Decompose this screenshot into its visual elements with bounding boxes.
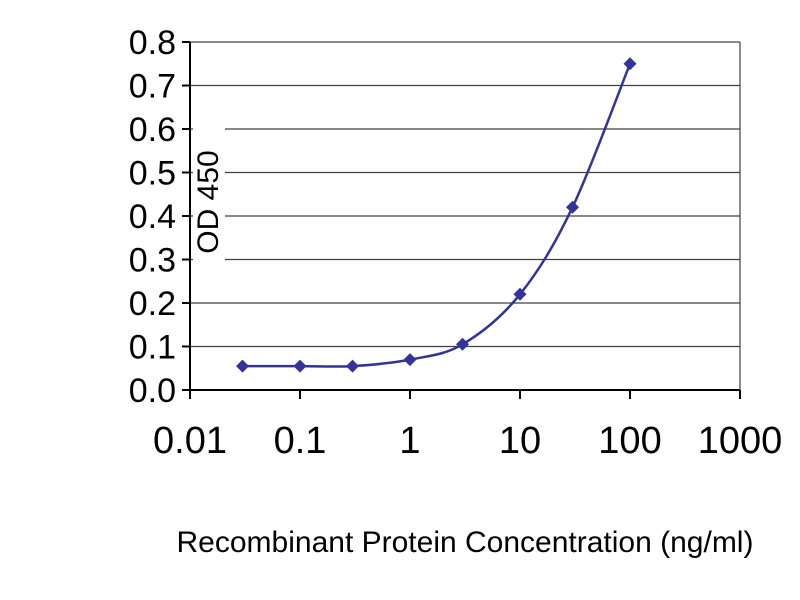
data-point-marker bbox=[566, 200, 579, 214]
y-axis-title: OD 450 bbox=[192, 127, 225, 277]
y-tick-label: 0.3 bbox=[129, 242, 176, 280]
data-point-marker bbox=[346, 359, 359, 373]
data-point-marker bbox=[456, 337, 469, 351]
x-tick-label: 1000 bbox=[698, 420, 783, 462]
y-tick-label: 0.4 bbox=[129, 198, 176, 236]
y-tick-label: 0.1 bbox=[129, 329, 176, 367]
y-tick-label: 0.7 bbox=[129, 68, 176, 106]
y-tick-label: 0.6 bbox=[129, 111, 176, 149]
data-point-marker bbox=[236, 359, 249, 373]
y-tick-label: 0.2 bbox=[129, 285, 176, 323]
x-tick-label: 0.1 bbox=[274, 420, 327, 462]
data-point-marker bbox=[513, 287, 527, 301]
y-tick-label: 0.5 bbox=[129, 155, 176, 193]
data-point-marker bbox=[623, 57, 637, 71]
data-point-marker bbox=[403, 353, 417, 367]
y-tick-label: 0.8 bbox=[129, 24, 176, 62]
x-tick-label: 0.01 bbox=[153, 420, 227, 462]
data-point-marker bbox=[293, 359, 307, 373]
x-tick-label: 100 bbox=[598, 420, 661, 462]
x-axis-title: Recombinant Protein Concentration (ng/ml… bbox=[176, 526, 754, 559]
x-tick-label: 1 bbox=[399, 420, 420, 462]
y-tick-label: 0.0 bbox=[129, 372, 176, 410]
x-tick-label: 10 bbox=[499, 420, 541, 462]
